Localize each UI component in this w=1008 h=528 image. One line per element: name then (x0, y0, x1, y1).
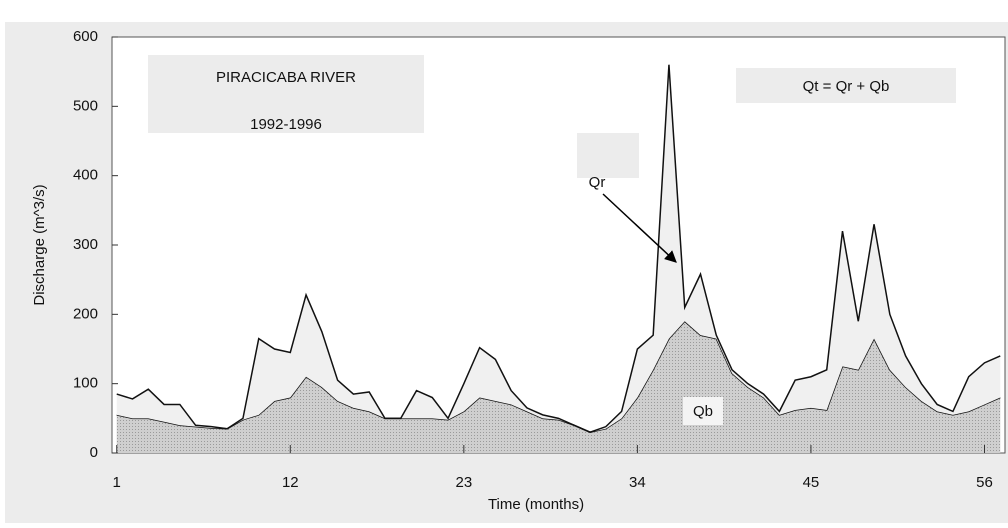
y-tick-label: 300 (73, 236, 98, 253)
y-tick-label: 500 (73, 97, 98, 114)
x-axis-label: Time (months) (488, 496, 584, 513)
equation-box (736, 68, 956, 103)
y-tick-label: 600 (73, 28, 98, 45)
x-tick-label: 45 (803, 474, 820, 491)
area-line (116, 64, 1001, 434)
qr-label-box (577, 133, 639, 178)
qr-arrow (602, 193, 677, 263)
chart-subtitle: 1992-1996 (250, 116, 322, 133)
y-tick-label: 0 (90, 444, 98, 461)
title-box (148, 55, 424, 133)
x-tick-label: 1 (113, 474, 121, 491)
y-tick-label: 400 (73, 167, 98, 184)
chart-title: PIRACICABA RIVER (216, 69, 356, 86)
x-tick-label: 23 (455, 474, 472, 491)
area (116, 321, 1001, 453)
qr-label: Qr (589, 174, 606, 191)
qb-label-box (683, 397, 723, 425)
x-tick-label: 12 (282, 474, 299, 491)
y-tick-label: 200 (73, 305, 98, 322)
qb-label: Qb (693, 403, 713, 420)
x-tick-label: 56 (976, 474, 993, 491)
y-axis-label: Discharge (m^3/s) (31, 184, 48, 305)
x-tick-label: 34 (629, 474, 646, 491)
equation: Qt = Qr + Qb (803, 78, 890, 95)
y-tick-label: 100 (73, 375, 98, 392)
